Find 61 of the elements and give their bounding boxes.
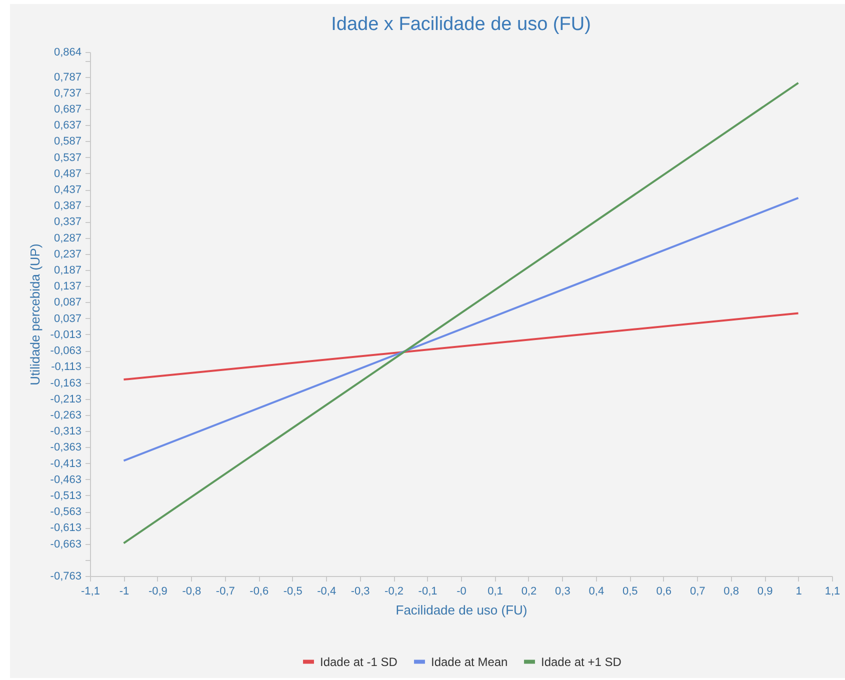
y-tick-label: 0,687 [54, 104, 82, 116]
y-tick-label: 0,437 [54, 184, 82, 196]
y-tick-label: 0,637 [54, 120, 82, 132]
y-tick-label: 0,137 [54, 280, 82, 293]
y-tick-label: -0,313 [50, 426, 82, 438]
chart-title: Idade x Facilidade de uso (FU) [331, 14, 591, 35]
legend-label: Idade at Mean [431, 654, 508, 669]
y-tick-label: -0,063 [50, 345, 82, 358]
x-tick-label: -0,5 [283, 586, 302, 598]
x-tick-label: 0,2 [521, 586, 537, 598]
y-tick-label: 0,287 [54, 232, 82, 244]
legend-label: Idade at -1 SD [320, 654, 398, 669]
y-tick-label: 0,864 [54, 46, 82, 58]
x-tick-label: 0,9 [757, 586, 773, 598]
y-tick-label: -0,613 [50, 522, 82, 534]
y-tick-label: -0,563 [50, 506, 82, 518]
x-tick-label: 0,3 [555, 586, 570, 598]
x-tick-label: 0,8 [724, 586, 739, 598]
y-tick-label: 0,787 [54, 71, 82, 84]
y-tick-label: 0,737 [54, 87, 82, 100]
y-tick-label: -0,113 [51, 361, 82, 374]
x-tick-label: -0,7 [216, 586, 235, 598]
y-tick-label: -0,163 [50, 377, 82, 390]
x-tick-label: -0,3 [350, 586, 370, 598]
x-tick-label: -0,6 [250, 586, 269, 598]
y-tick-label: -0,013 [50, 328, 82, 341]
x-tick-label: 0,7 [690, 586, 706, 598]
x-tick-label: 0,1 [488, 586, 503, 598]
y-tick-label: -0,513 [50, 490, 82, 502]
y-tick-label: 0,337 [54, 216, 82, 228]
y-tick-label: 0,587 [54, 136, 82, 148]
x-tick-label: 0,6 [656, 586, 672, 598]
y-axis-title: Utilidade percebida (UP) [27, 244, 42, 386]
y-tick-label: -0,213 [50, 393, 82, 406]
x-axis-title: Facilidade de uso (FU) [396, 602, 528, 618]
y-tick-label: 0,237 [54, 248, 82, 260]
y-tick-label: 0,087 [54, 296, 82, 309]
x-tick-label: -0,4 [317, 586, 336, 598]
x-tick-label: 0,4 [588, 586, 604, 598]
x-tick-label: 1,1 [824, 586, 840, 598]
x-tick-label: -0,1 [418, 586, 438, 598]
x-tick-label: 0,5 [622, 586, 638, 598]
y-tick-label: 0,187 [54, 264, 82, 277]
y-tick-label: 0,537 [54, 152, 82, 164]
x-tick-label: -1,1 [81, 586, 100, 598]
y-tick-label: -0,663 [50, 538, 82, 550]
y-tick-label: 0,387 [54, 200, 82, 212]
x-tick-label: 1 [796, 586, 802, 598]
y-tick-label: -0,363 [50, 442, 82, 454]
y-tick-label: 0,487 [54, 168, 82, 180]
x-tick-label: -0,9 [148, 586, 168, 598]
legend-label: Idade at +1 SD [541, 654, 622, 669]
x-tick-label: -0 [456, 586, 466, 598]
x-tick-label: -0,8 [182, 586, 202, 598]
x-tick-label: -1 [119, 586, 130, 598]
x-tick-label: -0,2 [384, 586, 404, 598]
y-tick-label: -0,413 [50, 458, 82, 470]
y-tick-label: -0,263 [50, 409, 82, 422]
y-tick-label: -0,763 [50, 570, 82, 582]
y-tick-label: 0,037 [54, 312, 82, 325]
y-tick-label: -0,463 [50, 474, 82, 486]
